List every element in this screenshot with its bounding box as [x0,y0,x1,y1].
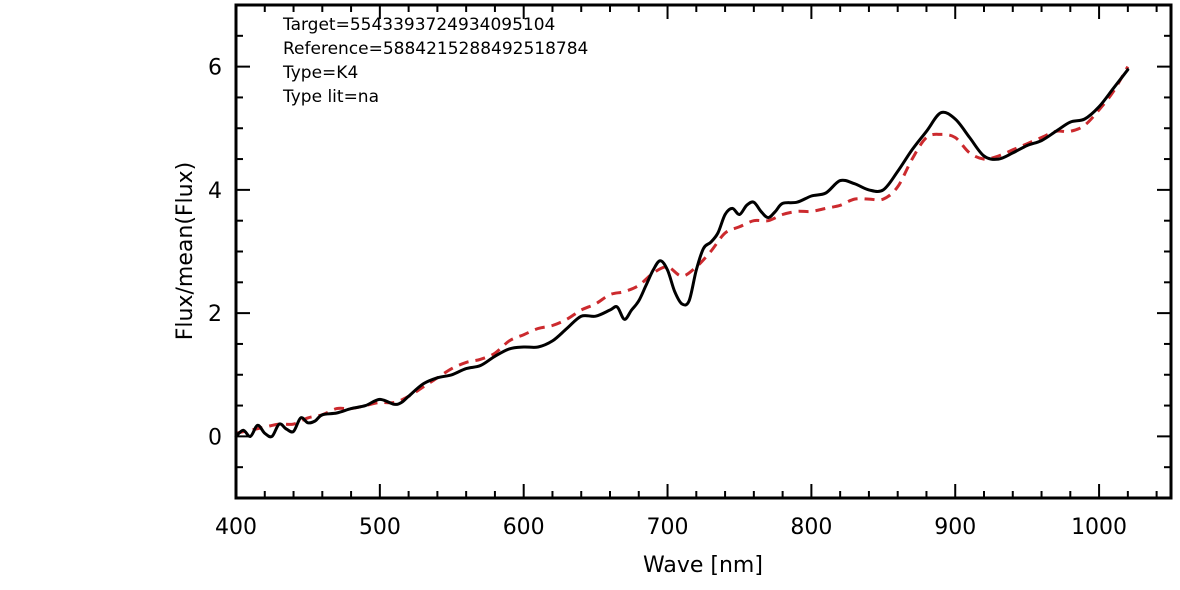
y-tick-label: 0 [208,425,222,450]
series-line-reference [235,65,1130,435]
x-tick-label: 700 [647,515,689,540]
x-tick-label: 500 [359,515,401,540]
y-axis-title: Flux/mean(Flux) [173,162,198,340]
y-tick-label: 6 [208,56,222,81]
series-line-target [234,68,1130,439]
x-tick-label: 1000 [1071,515,1127,540]
series-group [234,65,1130,439]
x-tick-label: 900 [934,515,976,540]
x-tick-label: 800 [790,515,832,540]
y-tick-label: 4 [208,179,222,204]
annotation-type-lit: Type lit=na [282,87,379,107]
labels-group: Wave [nm] Flux/mean(Flux) Target=5543393… [173,15,763,578]
ticks-group: 400 500 600 700 800 900 1000 0 2 4 6 [208,4,1171,540]
annotation-target: Target=5543393724934095104 [282,15,555,35]
y-tick-label: 2 [208,302,222,327]
annotation-reference: Reference=5884215288492518784 [283,39,588,59]
annotation-type: Type=K4 [282,63,358,83]
x-tick-label: 600 [503,515,545,540]
x-tick-label: 400 [215,515,257,540]
x-axis-title: Wave [nm] [643,553,763,578]
